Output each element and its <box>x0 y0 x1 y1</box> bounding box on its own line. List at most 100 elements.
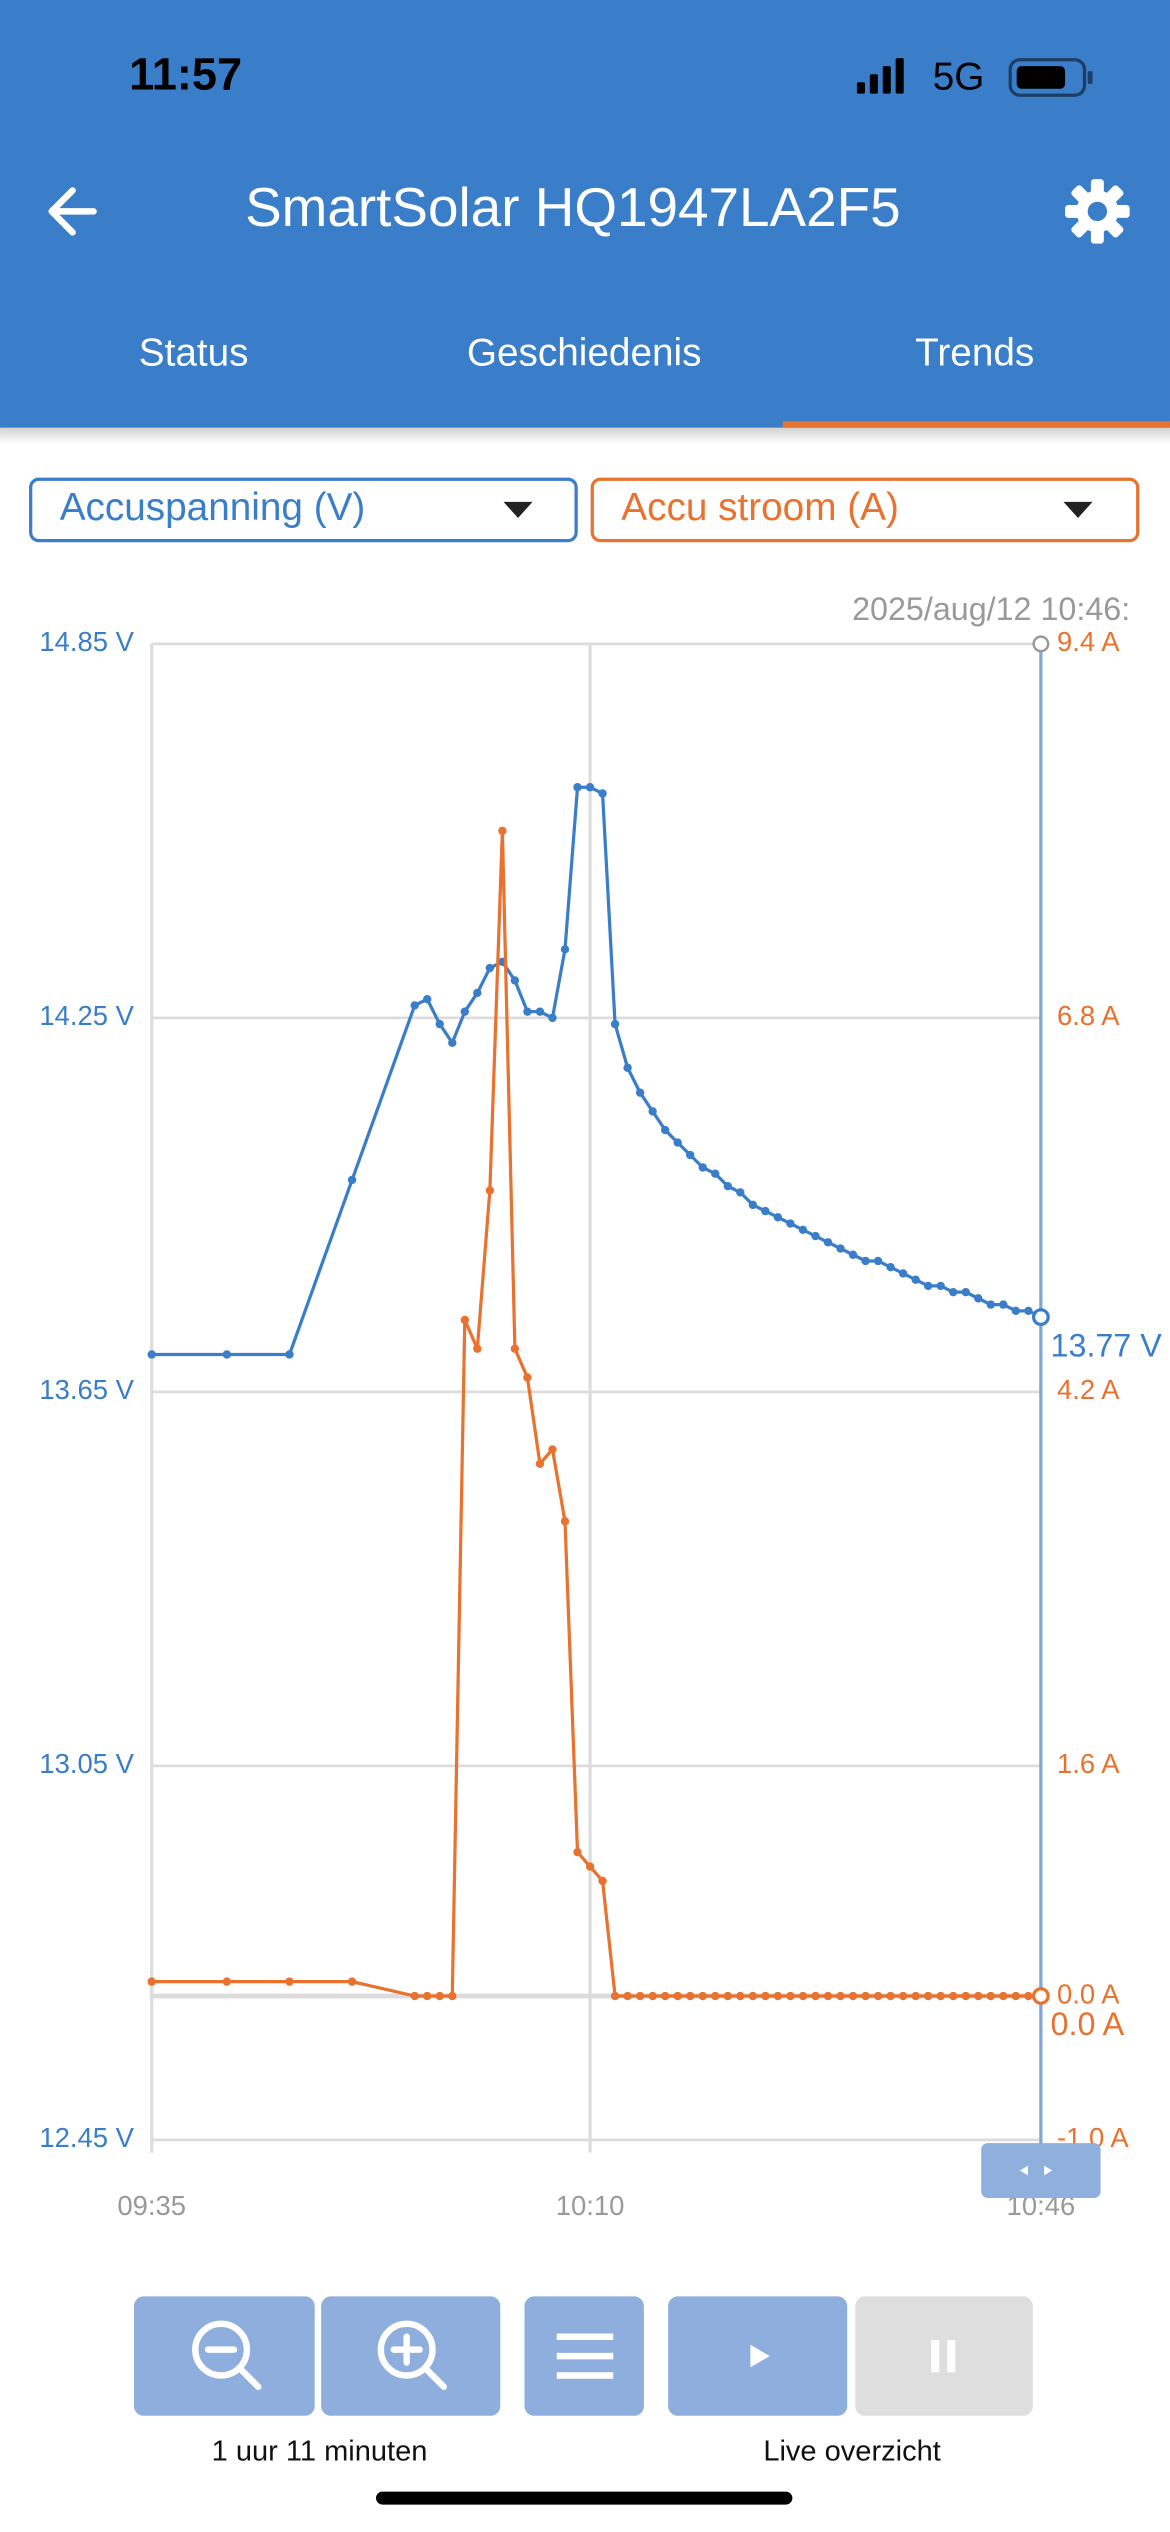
data-point <box>423 994 432 1004</box>
data-point <box>1024 1306 1033 1316</box>
y2-tick-label: 9.4 A <box>1057 626 1120 657</box>
y-tick-label: 13.65 V <box>39 1374 134 1405</box>
series-line <box>151 785 1042 1357</box>
data-point <box>585 783 595 792</box>
data-point <box>473 988 482 998</box>
data-point <box>1032 1308 1050 1326</box>
data-point <box>986 1300 995 1309</box>
back-button[interactable] <box>48 187 97 236</box>
data-point <box>949 1287 958 1297</box>
data-point <box>147 1350 156 1359</box>
series-line <box>151 830 1041 1998</box>
app-bar <box>0 0 1170 428</box>
data-point <box>811 1231 820 1241</box>
data-point <box>686 1991 695 2001</box>
data-point <box>510 1344 520 1353</box>
data-point <box>823 1238 833 1247</box>
y2-tick-label: 1.6 A <box>1057 1748 1120 1779</box>
data-point <box>949 1991 958 2001</box>
data-point <box>974 1294 983 1303</box>
y-tick-label: 14.85 V <box>39 626 134 657</box>
data-point <box>660 1125 670 1135</box>
tab[interactable]: Status <box>139 331 249 374</box>
data-point <box>974 1991 983 2001</box>
data-point <box>147 1977 156 1986</box>
battery-icon <box>1008 58 1093 97</box>
data-point <box>698 1163 707 1172</box>
data-point <box>347 1175 357 1185</box>
data-point <box>610 1991 620 2001</box>
data-point <box>410 1991 419 2001</box>
data-point <box>798 1991 808 2001</box>
data-point <box>1011 1991 1021 2001</box>
data-point <box>711 1991 720 2001</box>
data-point <box>560 1517 570 1526</box>
data-point <box>222 1977 232 1986</box>
data-point <box>873 1256 883 1266</box>
data-point <box>285 1977 294 1986</box>
data-point <box>660 1991 670 2001</box>
data-point <box>911 1275 920 1284</box>
play-button[interactable] <box>668 2296 848 2416</box>
data-point <box>873 1991 883 2001</box>
y-tick-label: 14.25 V <box>39 1000 134 1031</box>
signal-icon <box>856 58 904 94</box>
data-point <box>898 1991 908 2001</box>
data-point <box>836 1991 845 2001</box>
data-point <box>598 1876 607 1886</box>
network-label: 5G <box>933 55 985 98</box>
data-point <box>485 1186 495 1195</box>
data-point <box>485 963 495 973</box>
data-point <box>285 1350 294 1359</box>
data-point <box>736 1188 745 1197</box>
data-point <box>648 1107 657 1116</box>
data-point <box>623 1063 632 1072</box>
data-point <box>773 1213 783 1222</box>
app-bar-shadow <box>0 427 1170 444</box>
tab-active[interactable]: Trends <box>915 331 1034 374</box>
y-tick-label: 12.45 V <box>39 2122 134 2153</box>
data-point <box>560 945 570 954</box>
selector-label: Accuspanning (V) <box>60 486 366 529</box>
pause-button[interactable] <box>855 2296 1033 2416</box>
data-point <box>1032 1987 1050 2005</box>
data-point <box>798 1225 808 1235</box>
data-point <box>761 1206 770 1216</box>
data-point <box>410 1001 419 1010</box>
data-point <box>448 1038 457 1048</box>
data-point <box>598 789 607 798</box>
data-point <box>898 1269 908 1278</box>
data-point <box>923 1281 933 1291</box>
data-point <box>222 1350 232 1359</box>
settings-button[interactable] <box>1065 179 1130 244</box>
current-value-label: 0.0 A <box>1051 2006 1125 2042</box>
zoom-out-button[interactable] <box>133 2296 315 2416</box>
zoom-in-button[interactable] <box>321 2296 501 2416</box>
live-label: Live overzicht <box>763 2436 940 2468</box>
data-point <box>836 1244 845 1253</box>
x-tick-label: 09:35 <box>117 2190 186 2221</box>
data-point <box>523 1373 532 1382</box>
scroll-handle[interactable] <box>981 2143 1101 2198</box>
data-point <box>635 1991 645 2001</box>
current-value-label: 13.77 V <box>1051 1327 1163 1363</box>
zoom-label: 1 uur 11 minuten <box>212 2436 428 2468</box>
data-point <box>823 1991 833 2001</box>
menu-button[interactable] <box>524 2296 644 2416</box>
data-point <box>573 1847 582 1857</box>
data-point <box>861 1991 870 2001</box>
cursor-handle <box>1032 635 1050 653</box>
data-point <box>473 1344 482 1353</box>
tab[interactable]: Geschiedenis <box>467 331 702 374</box>
data-point <box>648 1991 657 2001</box>
cursor-timestamp: 2025/aug/12 10:46: <box>852 591 1130 627</box>
data-point <box>761 1991 770 2001</box>
series-selector[interactable]: Accuspanning (V) <box>29 477 578 543</box>
series-selector[interactable]: Accu stroom (A) <box>590 477 1140 543</box>
data-point <box>635 1088 645 1097</box>
page-title: SmartSolar HQ1947LA2F5 <box>245 176 901 238</box>
data-point <box>811 1991 820 2001</box>
data-point <box>347 1977 357 1986</box>
